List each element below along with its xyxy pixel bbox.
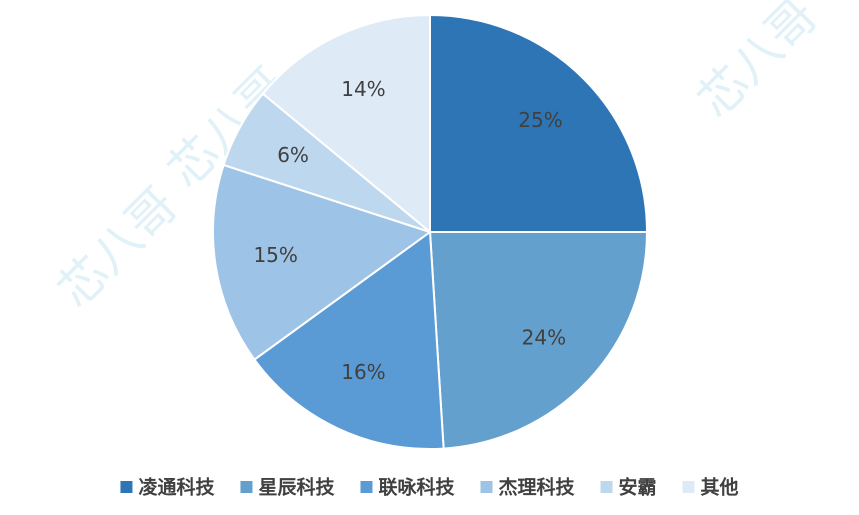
watermark: 芯八哥 bbox=[47, 177, 188, 318]
pie: 25% 24% 16% 15% 6% 14% bbox=[212, 13, 649, 450]
value-label: 15% bbox=[253, 243, 297, 267]
legend-label: 星辰科技 bbox=[258, 476, 335, 499]
watermark: 芯八哥 bbox=[687, 0, 828, 129]
pie-slice bbox=[261, 13, 431, 235]
legend-label: 凌通科技 bbox=[138, 476, 215, 499]
value-label: 6% bbox=[277, 143, 309, 167]
pie-slice bbox=[253, 230, 445, 450]
pie-slice bbox=[212, 163, 433, 361]
legend-swatch bbox=[360, 481, 373, 493]
value-label: 24% bbox=[522, 325, 566, 349]
legend-label: 其他 bbox=[701, 476, 739, 499]
legend-label: 杰理科技 bbox=[499, 476, 576, 499]
value-label: 16% bbox=[341, 360, 385, 384]
legend-swatch bbox=[120, 481, 133, 493]
value-label: 14% bbox=[341, 77, 385, 101]
legend-label: 联咏科技 bbox=[378, 476, 455, 499]
legend-swatch bbox=[600, 481, 613, 493]
legend-swatch bbox=[682, 481, 695, 493]
legend-swatch bbox=[240, 481, 253, 493]
pie-slice bbox=[429, 13, 649, 233]
value-label: 25% bbox=[518, 108, 562, 132]
legend-swatch bbox=[480, 481, 493, 493]
legend: 凌通科技 星辰科技 联咏科技 杰理科技 安霸 其他 bbox=[120, 476, 739, 499]
legend-label: 安霸 bbox=[619, 476, 657, 499]
pie-slice bbox=[428, 231, 649, 450]
